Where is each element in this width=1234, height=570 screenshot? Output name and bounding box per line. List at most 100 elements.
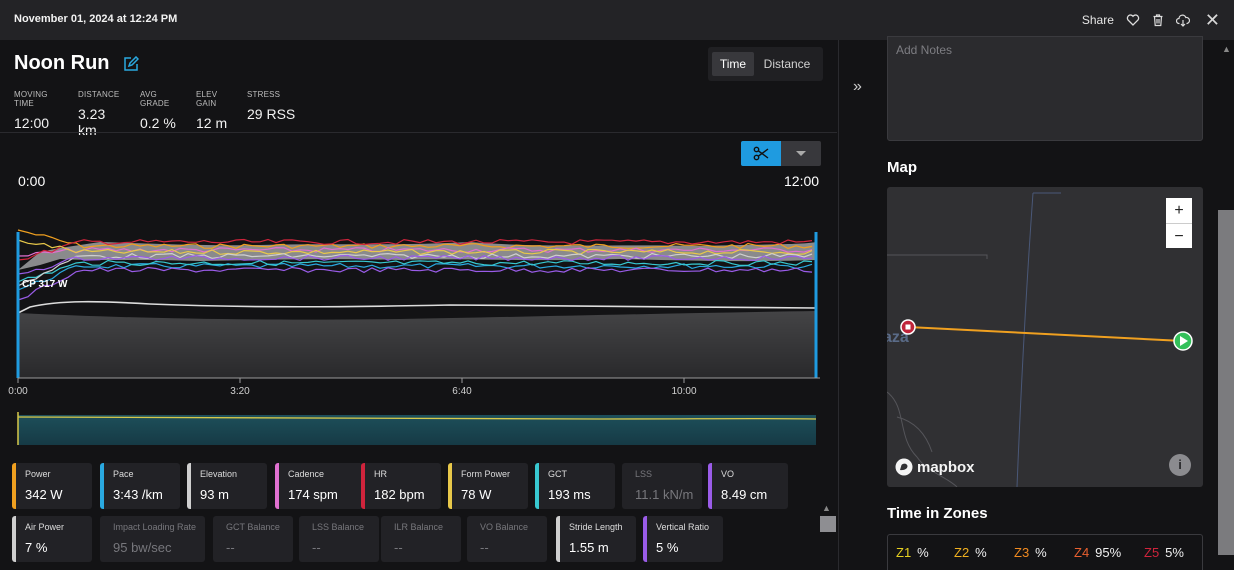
metric-label: Vertical Ratio: [656, 522, 710, 532]
zone-value: 5%: [1165, 545, 1184, 560]
metric-tile-vo-balance[interactable]: VO Balance --: [467, 516, 547, 562]
metric-tile-impact-loading-rate[interactable]: Impact Loading Rate 95 bw/sec: [100, 516, 205, 562]
stat-label: AVG GRADE: [140, 90, 170, 108]
metric-tile-ilr-balance[interactable]: ILR Balance --: [381, 516, 461, 562]
zone-key: Z3: [1014, 545, 1030, 560]
chevron-up-icon[interactable]: ▲: [1222, 44, 1231, 54]
metric-label: VO: [721, 469, 735, 479]
zone-key: Z2: [954, 545, 970, 560]
metric-tile-air-power[interactable]: Air Power 7 %: [12, 516, 92, 562]
metric-tile-hr[interactable]: HR 182 bpm: [361, 463, 441, 509]
trash-icon[interactable]: [1151, 13, 1165, 27]
activity-chart[interactable]: CP 317 W 0:00 3:20 6:40 10:00: [0, 190, 837, 445]
map-road: [1016, 192, 1061, 487]
metric-tile-gct[interactable]: GCT 193 ms: [535, 463, 615, 509]
right-sidebar: Map aza + − mapbox i Time in Zones Z1%Z2…: [878, 36, 1218, 570]
scissors-icon: [753, 146, 769, 161]
cut-options-dropdown[interactable]: [781, 141, 821, 166]
stat-avg-grade: AVG GRADE 0.2 %: [140, 90, 182, 138]
metric-tile-lss-balance[interactable]: LSS Balance --: [299, 516, 379, 562]
notes-field[interactable]: [887, 36, 1203, 141]
page-scrollbar[interactable]: ▲: [1218, 40, 1234, 570]
metric-label: Elevation: [200, 469, 238, 479]
zoom-in-button[interactable]: +: [1166, 198, 1192, 223]
map-title: Map: [887, 159, 917, 176]
metric-label: Impact Loading Rate: [113, 522, 197, 532]
info-icon[interactable]: i: [1169, 454, 1191, 476]
series-line-stride-length: [17, 252, 813, 287]
metric-tile-cadence[interactable]: Cadence 174 spm: [275, 463, 363, 509]
stat-value: 12 m: [196, 115, 228, 131]
metric-value: --: [394, 540, 403, 555]
metric-tile-lss[interactable]: LSS 11.1 kN/m: [622, 463, 702, 509]
metric-tile-stride-length[interactable]: Stride Length 1.55 m: [556, 516, 636, 562]
metric-tile-form-power[interactable]: Form Power 78 W: [448, 463, 528, 509]
activity-date: November 01, 2024 at 12:24 PM: [14, 13, 178, 25]
mapbox-logo[interactable]: mapbox: [895, 458, 975, 476]
metric-value: --: [226, 540, 235, 555]
summary-stats: MOVING TIME 12:00 DISTANCE 3.23 km AVG G…: [14, 90, 311, 138]
chevron-up-icon[interactable]: ▲: [822, 503, 831, 513]
close-icon[interactable]: ✕: [1204, 10, 1220, 30]
edit-icon[interactable]: [123, 55, 140, 72]
download-icon[interactable]: [1175, 13, 1190, 27]
heart-icon[interactable]: [1126, 13, 1140, 27]
map-canvas: aza: [887, 192, 1193, 487]
zone-z2: Z2%: [954, 545, 987, 560]
metric-label: Stride Length: [569, 522, 623, 532]
overview-line: [17, 416, 817, 420]
zone-z4: Z4 95%: [1074, 545, 1121, 560]
share-button[interactable]: Share: [1081, 13, 1114, 27]
overview-area: [18, 415, 816, 445]
metric-tile-power[interactable]: Power 342 W: [12, 463, 92, 509]
time-toggle-button[interactable]: Time: [712, 52, 754, 76]
stat-value: 0.2 %: [140, 115, 176, 131]
metric-value: 95 bw/sec: [113, 540, 172, 555]
x-tick-label: 3:20: [230, 386, 250, 397]
metric-tile-elevation[interactable]: Elevation 93 m: [187, 463, 267, 509]
metric-label: VO Balance: [480, 522, 529, 532]
stat-label: MOVING TIME: [14, 90, 48, 108]
metric-value: 93 m: [200, 487, 229, 502]
metric-value: --: [312, 540, 321, 555]
route-line: [907, 326, 1184, 342]
metric-value: 5 %: [656, 540, 679, 555]
zone-z1: Z1%: [896, 545, 929, 560]
page-scrollbar-thumb[interactable]: [1218, 210, 1234, 555]
metric-tile-pace[interactable]: Pace 3:43 /km: [100, 463, 180, 509]
series-line-power: [17, 229, 813, 250]
activity-panel: Noon Run Time Distance MOVING TIME 12:00…: [0, 40, 837, 570]
route-end-marker-dot: [905, 324, 911, 330]
elevation-area: [18, 311, 816, 378]
series-line-vertical-ratio: [17, 254, 813, 275]
zone-value: %: [917, 545, 929, 560]
metric-value: 1.55 m: [569, 540, 609, 555]
tiles-scrollbar-thumb[interactable]: [820, 516, 836, 532]
metric-tile-vo[interactable]: VO 8.49 cm: [708, 463, 788, 509]
scissors-button[interactable]: [741, 141, 781, 166]
route-map[interactable]: aza + − mapbox i: [887, 187, 1203, 487]
map-road: [887, 254, 988, 259]
metric-label: Pace: [113, 469, 134, 479]
double-chevron-right-icon[interactable]: »: [853, 78, 862, 95]
mini-overview[interactable]: [17, 412, 817, 445]
x-tick-label: 6:40: [452, 386, 472, 397]
series-line-hr: [17, 238, 813, 261]
metric-value: --: [480, 540, 489, 555]
metric-value: 193 ms: [548, 487, 591, 502]
metric-value: 342 W: [25, 487, 63, 502]
metric-tile-gct-balance[interactable]: GCT Balance --: [213, 516, 293, 562]
metric-label: Air Power: [25, 522, 65, 532]
zoom-out-button[interactable]: −: [1166, 223, 1192, 248]
distance-toggle-button[interactable]: Distance: [763, 57, 811, 71]
zone-z5: Z5 5%: [1144, 545, 1184, 560]
metric-tile-vertical-ratio[interactable]: Vertical Ratio 5 %: [643, 516, 723, 562]
range-end-time: 12:00: [784, 173, 820, 189]
metric-label: Power: [25, 469, 51, 479]
zone-value: 95%: [1095, 545, 1122, 560]
cp-label: CP 317 W: [22, 279, 68, 290]
metric-label: ILR Balance: [394, 522, 444, 532]
stat-moving-time: MOVING TIME 12:00: [14, 90, 64, 138]
top-bar: November 01, 2024 at 12:24 PM Share ✕: [0, 0, 1234, 40]
zone-key: Z1: [896, 545, 912, 560]
